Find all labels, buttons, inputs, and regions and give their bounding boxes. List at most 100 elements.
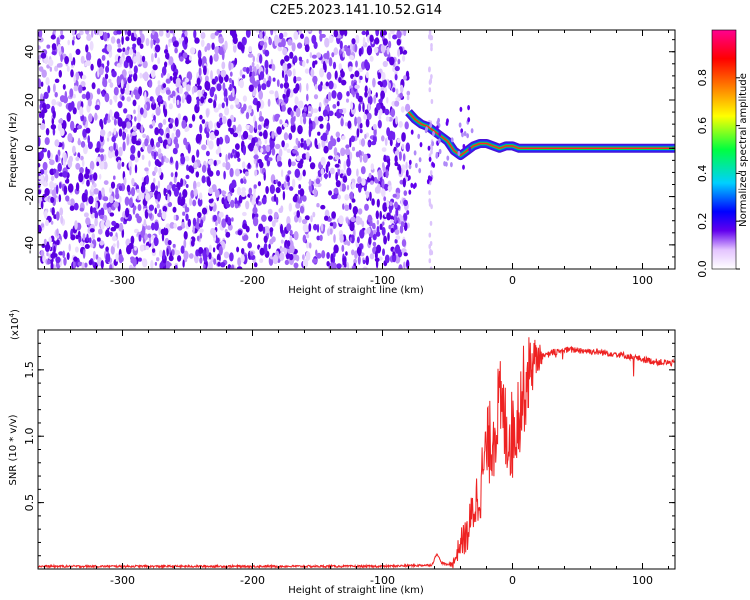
noise-speck — [190, 189, 195, 199]
noise-speck — [62, 250, 66, 259]
noise-speck — [272, 254, 279, 265]
noise-speck — [97, 237, 101, 242]
noise-speck — [282, 190, 286, 201]
noise-speck — [333, 244, 339, 254]
noise-speck — [345, 47, 351, 56]
noise-speck — [90, 63, 94, 71]
noise-speck — [347, 120, 352, 129]
bottom-x-axis-label: Height of straight line (km) — [288, 585, 424, 596]
noise-speck — [218, 245, 223, 256]
noise-speck — [166, 262, 172, 267]
noise-speck — [95, 201, 98, 210]
noise-speck — [153, 177, 156, 184]
noise-speck — [334, 155, 340, 161]
noise-speck — [131, 266, 137, 269]
noise-speck — [399, 225, 404, 234]
noise-speck — [151, 248, 156, 253]
noise-speck — [223, 251, 230, 259]
noise-speck — [311, 54, 317, 59]
noise-speck — [284, 259, 290, 265]
track-speck — [462, 143, 466, 150]
noise-speck — [375, 30, 380, 37]
noise-speck — [379, 81, 384, 88]
noise-speck — [248, 84, 254, 92]
noise-speck — [168, 103, 173, 110]
noise-speck — [40, 52, 47, 59]
noise-speck — [184, 77, 189, 83]
noise-speck — [345, 251, 348, 256]
noise-speck — [155, 185, 159, 191]
noise-speck — [44, 219, 49, 226]
noise-speck — [338, 77, 342, 83]
noise-speck — [150, 38, 153, 49]
noise-speck — [249, 125, 254, 134]
noise-speck — [252, 81, 259, 87]
noise-speck — [46, 244, 51, 250]
noise-speck — [380, 30, 384, 38]
noise-speck — [64, 56, 69, 65]
noise-speck — [295, 137, 299, 145]
noise-speck — [242, 95, 247, 102]
noise-speck — [137, 104, 141, 115]
noise-speck — [395, 235, 401, 241]
noise-speck — [283, 146, 288, 151]
noise-speck — [127, 30, 132, 37]
noise-speck — [81, 93, 87, 99]
noise-speck — [393, 146, 397, 152]
noise-speck — [313, 94, 319, 100]
noise-speck — [201, 89, 204, 95]
noise-speck — [104, 92, 110, 103]
noise-speck — [200, 32, 206, 39]
noise-speck — [267, 208, 273, 215]
noise-speck — [182, 52, 188, 59]
noise-speck — [99, 148, 105, 153]
noise-speck — [216, 137, 220, 147]
noise-speck — [55, 256, 61, 264]
noise-speck — [289, 186, 294, 191]
noise-speck — [187, 218, 191, 228]
noise-speck — [265, 186, 269, 194]
noise-speck — [303, 106, 307, 112]
noise-speck — [114, 149, 119, 157]
noise-speck — [107, 132, 110, 139]
noise-speck — [106, 60, 110, 67]
noise-speck — [113, 86, 119, 96]
noise-speck — [116, 239, 120, 249]
noise-speck — [386, 97, 389, 104]
noise-speck — [224, 40, 228, 51]
noise-speck — [232, 132, 238, 138]
noise-speck — [367, 95, 373, 105]
noise-speck — [177, 113, 181, 121]
noise-speck — [263, 35, 269, 41]
noise-speck — [299, 205, 305, 214]
noise-speck — [139, 244, 145, 252]
noise-speck — [145, 38, 150, 47]
noise-speck — [247, 53, 254, 58]
noise-speck — [316, 235, 321, 241]
noise-speck — [281, 69, 285, 79]
noise-speck — [218, 103, 222, 110]
noise-speck — [113, 118, 117, 126]
noise-speck — [188, 123, 193, 129]
noise-speck — [331, 221, 337, 229]
track-speck — [437, 117, 440, 123]
noise-speck — [79, 30, 84, 36]
noise-speck — [289, 235, 293, 242]
noise-speck — [229, 71, 233, 77]
noise-speck — [143, 103, 148, 110]
noise-speck — [40, 200, 44, 210]
noise-speck — [144, 91, 147, 102]
noise-speck — [182, 81, 187, 88]
noise-speck — [317, 84, 323, 92]
noise-speck — [276, 99, 279, 105]
noise-speck — [198, 247, 204, 254]
noise-speck — [183, 231, 188, 240]
noise-speck — [287, 180, 291, 187]
noise-speck — [200, 39, 205, 47]
noise-speck — [40, 250, 45, 257]
noise-speck — [295, 83, 300, 92]
noise-speck — [372, 134, 377, 144]
noise-speck — [366, 34, 371, 43]
noise-speck — [130, 145, 136, 154]
noise-speck — [291, 178, 296, 188]
